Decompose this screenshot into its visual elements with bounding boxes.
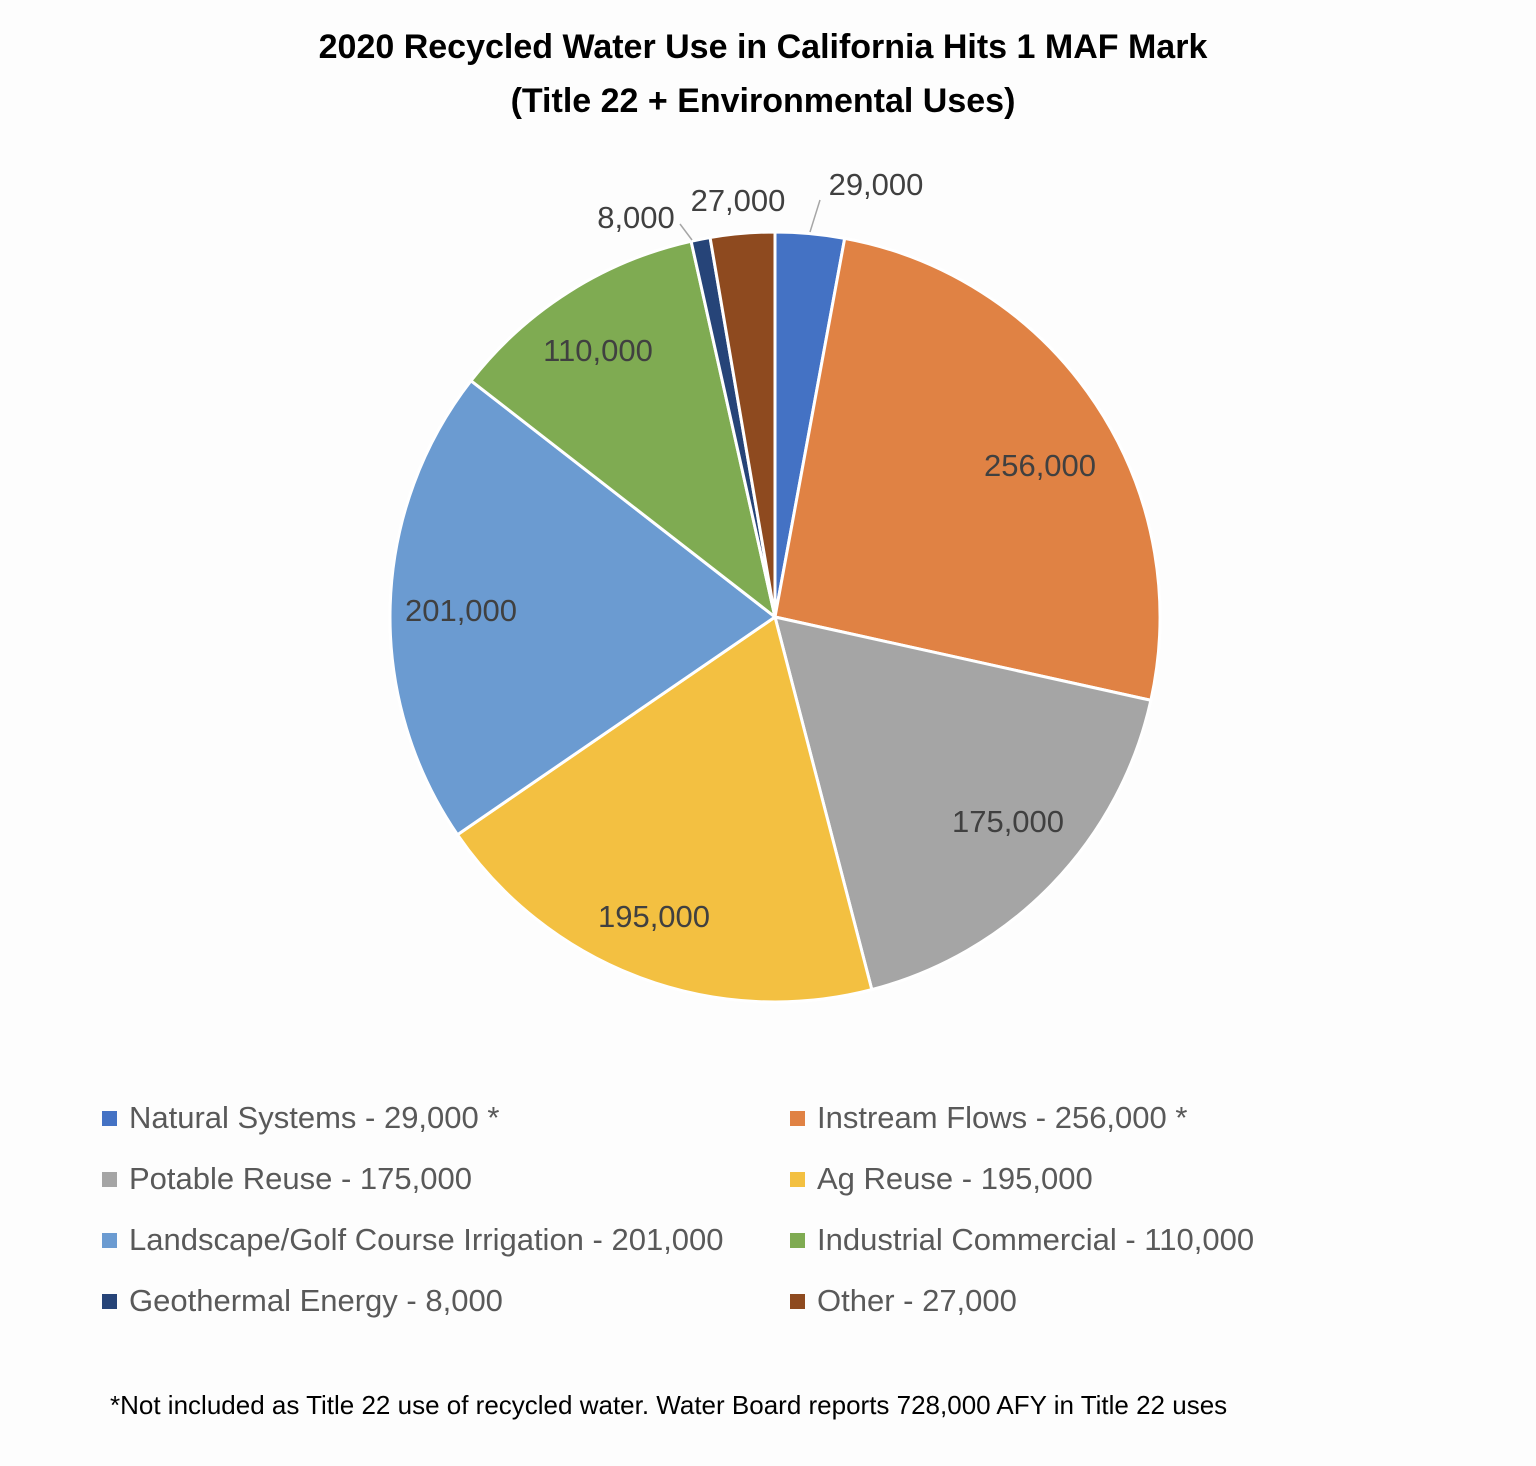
legend-swatch (102, 1293, 117, 1309)
legend-item: Natural Systems - 29,000 * (102, 1100, 499, 1136)
chart-title: 2020 Recycled Water Use in California Hi… (318, 28, 1208, 66)
legend-item: Instream Flows - 256,000 * (790, 1100, 1187, 1136)
data-label: 195,000 (598, 899, 710, 934)
legend-item: Other - 27,000 (790, 1283, 1017, 1319)
legend-swatch (790, 1293, 805, 1309)
leader-line (809, 199, 821, 233)
data-label: 29,000 (829, 167, 924, 202)
legend-swatch (790, 1171, 805, 1187)
pie-slice-ag-reuse (455, 614, 874, 1004)
legend-item: Ag Reuse - 195,000 (790, 1161, 1093, 1197)
legend-swatch (790, 1232, 805, 1248)
legend-label: Other - 27,000 (817, 1283, 1017, 1318)
legend-swatch (102, 1232, 117, 1248)
pie-slice-other (708, 230, 777, 618)
data-label: 27,000 (691, 183, 786, 218)
legend-item: Industrial Commercial - 110,000 (790, 1222, 1254, 1258)
data-label: 256,000 (984, 448, 1096, 483)
pie-slice-instream-flows (773, 236, 1162, 703)
pie-slice-potable-reuse (772, 615, 1153, 992)
legend-label: Instream Flows - 256,000 * (817, 1100, 1188, 1135)
legend-label: Natural Systems - 29,000 * (129, 1100, 500, 1135)
legend-swatch (102, 1171, 117, 1187)
legend-label: Geothermal Energy - 8,000 (129, 1283, 503, 1318)
legend-label: Industrial Commercial - 110,000 (817, 1222, 1255, 1257)
chart-subtitle: (Title 22 + Environmental Uses) (510, 82, 1016, 120)
pie-slice-landscape-golf-course-irrigation (388, 378, 778, 837)
legend-swatch (790, 1110, 805, 1126)
legend-item: Potable Reuse - 175,000 (102, 1161, 472, 1197)
data-label: 175,000 (952, 804, 1064, 839)
legend-item: Landscape/Golf Course Irrigation - 201,0… (102, 1222, 724, 1258)
data-label: 201,000 (405, 593, 517, 628)
pie-slice-industrial-commercial (468, 239, 778, 621)
legend-label: Ag Reuse - 195,000 (817, 1161, 1093, 1196)
legend-swatch (102, 1110, 117, 1126)
legend-item: Geothermal Energy - 8,000 (102, 1283, 503, 1319)
leader-line (679, 223, 693, 241)
footnote: *Not included as Title 22 use of recycle… (110, 1390, 1228, 1420)
data-label: 8,000 (597, 200, 675, 235)
legend-label: Landscape/Golf Course Irrigation - 201,0… (129, 1222, 724, 1257)
legend-label: Potable Reuse - 175,000 (129, 1161, 472, 1196)
data-label: 110,000 (543, 333, 653, 368)
